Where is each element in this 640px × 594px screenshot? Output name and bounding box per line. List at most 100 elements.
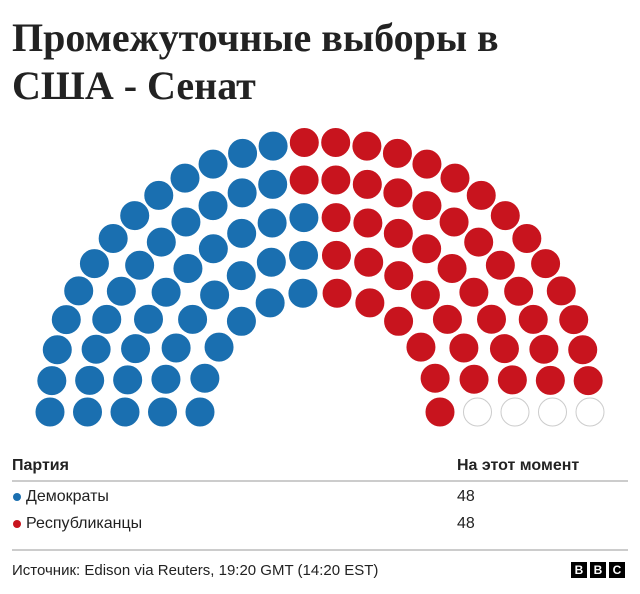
seat bbox=[412, 191, 442, 221]
logo-letter: B bbox=[575, 563, 584, 577]
seat bbox=[384, 306, 414, 336]
seat bbox=[497, 365, 527, 395]
seat bbox=[354, 247, 384, 277]
seat bbox=[464, 227, 494, 257]
seat bbox=[228, 138, 258, 168]
seat bbox=[198, 234, 228, 264]
seat bbox=[226, 306, 256, 336]
seat bbox=[382, 138, 412, 168]
seat bbox=[73, 397, 102, 427]
seat bbox=[538, 397, 567, 427]
seat bbox=[106, 276, 136, 306]
seat bbox=[148, 397, 177, 427]
seat bbox=[466, 180, 496, 210]
seat bbox=[383, 218, 413, 248]
seat bbox=[352, 169, 382, 199]
seat bbox=[134, 304, 164, 334]
seat bbox=[384, 261, 414, 291]
seat bbox=[288, 278, 318, 308]
seat bbox=[321, 203, 351, 233]
seat bbox=[171, 207, 201, 237]
seat bbox=[151, 364, 181, 394]
seat bbox=[289, 127, 319, 157]
seat bbox=[420, 363, 450, 393]
seat bbox=[173, 254, 203, 284]
table-header: Партия bbox=[12, 457, 69, 474]
seat bbox=[546, 276, 576, 306]
legend-dot bbox=[13, 520, 21, 528]
seat bbox=[410, 280, 440, 310]
seat bbox=[321, 165, 351, 195]
seat bbox=[412, 234, 442, 264]
chart-title: Промежуточные выборы в bbox=[12, 15, 499, 60]
legend-label: Республиканцы bbox=[26, 515, 142, 532]
seat bbox=[161, 333, 191, 363]
source: Источник: Edison via Reuters, 19:20 GMT … bbox=[12, 562, 378, 579]
seat bbox=[321, 240, 351, 270]
table: Демократы 48 Республиканцы 48 bbox=[13, 488, 475, 532]
seat bbox=[170, 163, 200, 193]
seat bbox=[518, 304, 548, 334]
seat bbox=[200, 280, 230, 310]
seat bbox=[289, 203, 319, 233]
seat bbox=[459, 277, 489, 307]
seat bbox=[289, 165, 319, 195]
seat bbox=[512, 223, 542, 253]
seat bbox=[64, 276, 94, 306]
seat bbox=[79, 249, 109, 279]
seat bbox=[432, 304, 462, 334]
seat bbox=[575, 397, 605, 427]
seat bbox=[449, 333, 479, 363]
seat bbox=[51, 305, 81, 335]
seat bbox=[352, 131, 382, 161]
seat bbox=[198, 191, 228, 221]
seat bbox=[459, 364, 489, 394]
logo-letter: C bbox=[613, 563, 622, 577]
seat bbox=[355, 288, 385, 318]
seat bbox=[440, 163, 470, 193]
seat bbox=[258, 131, 288, 161]
seat bbox=[92, 304, 122, 334]
seat bbox=[81, 334, 111, 364]
seat bbox=[37, 366, 67, 396]
seat bbox=[256, 247, 286, 277]
chart-title: США - Сенат bbox=[12, 63, 256, 108]
seat bbox=[568, 335, 598, 365]
table-value: 48 bbox=[457, 515, 475, 532]
seat bbox=[437, 254, 467, 284]
seat bbox=[75, 365, 105, 395]
seat bbox=[178, 304, 208, 334]
seat bbox=[185, 397, 215, 427]
seat bbox=[121, 334, 151, 364]
logo-block bbox=[590, 562, 606, 578]
seat bbox=[120, 201, 150, 231]
seat bbox=[125, 250, 155, 280]
seat bbox=[258, 169, 288, 199]
seat bbox=[425, 397, 455, 427]
seat bbox=[485, 250, 515, 280]
seat bbox=[406, 332, 436, 362]
seat bbox=[110, 397, 140, 427]
legend-dot bbox=[13, 493, 21, 501]
seat bbox=[227, 178, 257, 208]
seat bbox=[144, 180, 174, 210]
seat bbox=[322, 278, 352, 308]
seat bbox=[257, 208, 287, 238]
seat bbox=[227, 218, 257, 248]
seat bbox=[35, 397, 65, 427]
seat bbox=[559, 305, 589, 335]
seat bbox=[353, 208, 383, 238]
table-header: На этот момент bbox=[457, 457, 579, 474]
seat bbox=[500, 397, 530, 427]
seat bbox=[98, 223, 128, 253]
seat bbox=[42, 335, 72, 365]
legend-label: Демократы bbox=[26, 488, 109, 505]
seat bbox=[198, 149, 228, 179]
logo-block bbox=[571, 562, 587, 578]
logo-block bbox=[609, 562, 625, 578]
seat bbox=[255, 288, 285, 318]
table-value: 48 bbox=[457, 488, 475, 505]
seats bbox=[35, 127, 605, 427]
seat bbox=[190, 363, 220, 393]
